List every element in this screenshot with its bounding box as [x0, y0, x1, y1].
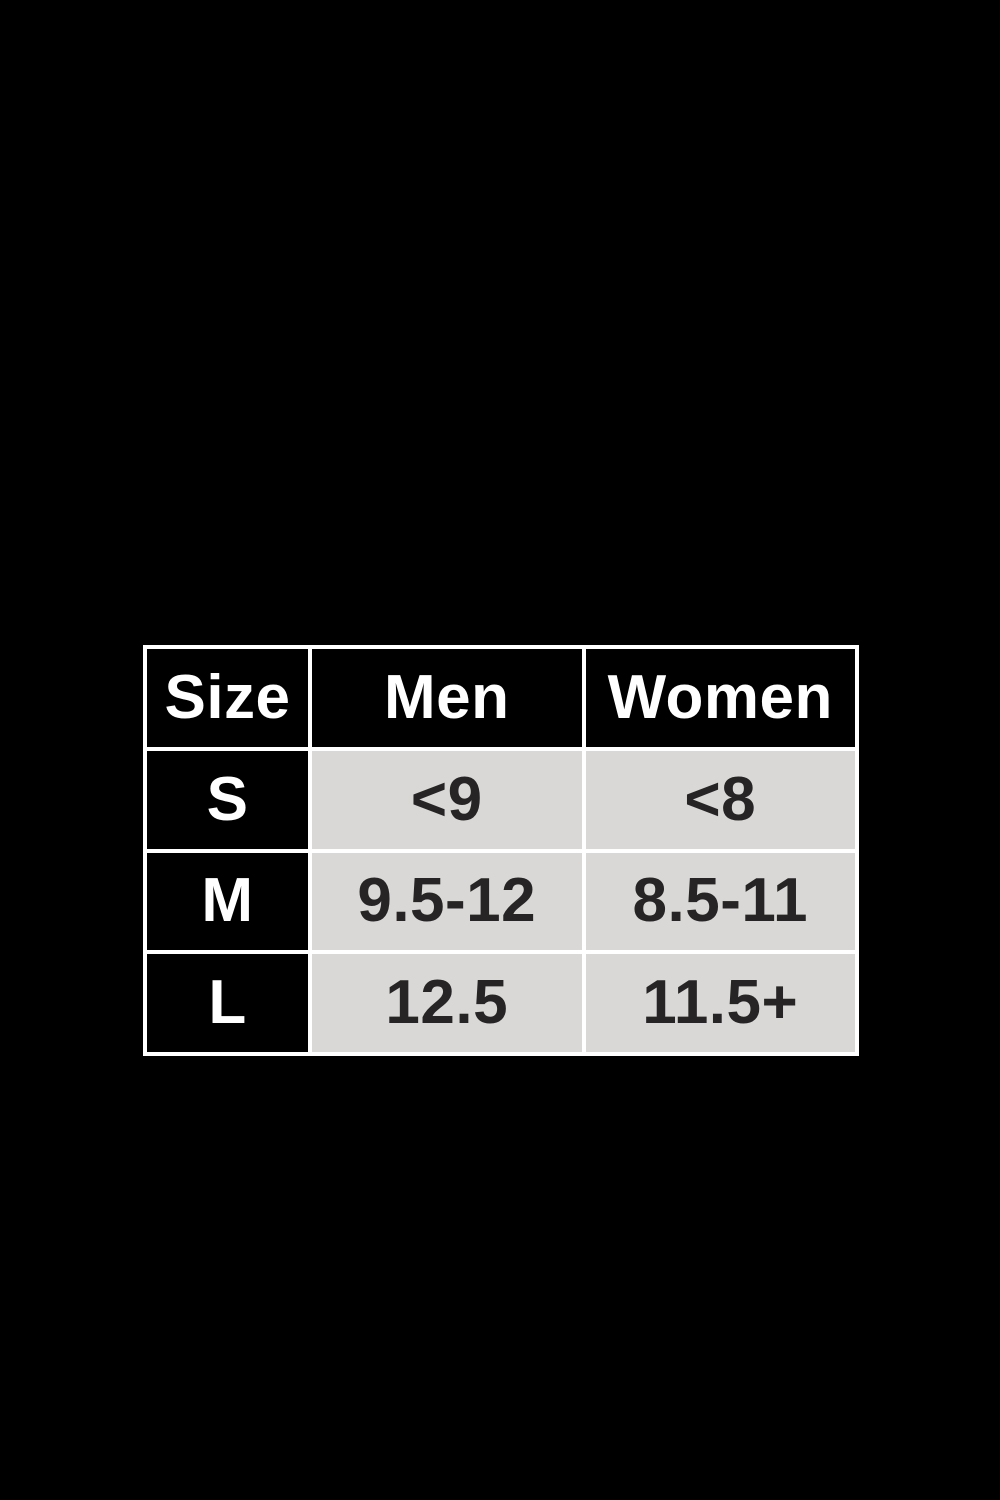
cell-men-l: 12.5	[312, 954, 582, 1052]
cell-men-m: 9.5-12	[312, 852, 582, 951]
size-chart-table: Size Men Women S <9 <8 M 9.5-12 8.5-11 L…	[143, 645, 859, 1056]
row-label-m: M	[147, 852, 308, 951]
column-header-women: Women	[585, 649, 855, 747]
row-label-s: S	[147, 750, 308, 849]
cell-women-m: 8.5-11	[585, 852, 855, 951]
column-header-men: Men	[312, 649, 582, 747]
column-header-size: Size	[147, 649, 308, 747]
cell-women-l: 11.5+	[585, 954, 855, 1052]
cell-men-s: <9	[312, 750, 582, 849]
cell-women-s: <8	[585, 750, 855, 849]
row-label-l: L	[147, 954, 308, 1052]
